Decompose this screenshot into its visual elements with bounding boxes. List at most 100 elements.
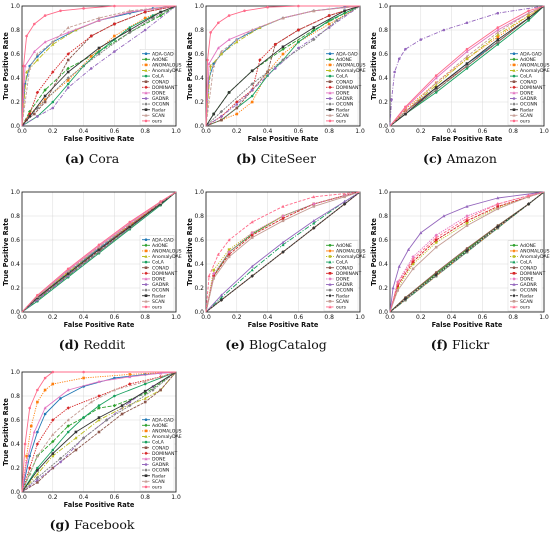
x-tick-label: 1.0 <box>355 128 365 135</box>
data-point <box>212 64 216 68</box>
data-point <box>128 403 132 408</box>
series-line <box>21 5 177 127</box>
legend-marker <box>512 300 516 303</box>
data-point <box>66 30 70 34</box>
legend-label: Radar <box>520 107 534 113</box>
legend-label: Radar <box>152 107 166 113</box>
legend-label: SCAN <box>336 299 349 305</box>
data-point <box>159 388 162 392</box>
data-point <box>434 76 438 80</box>
data-point <box>66 406 70 410</box>
legend-label: OCGNN <box>152 468 169 474</box>
data-point <box>250 88 254 92</box>
x-tick-label: 0.0 <box>385 314 395 321</box>
roc-series-gadnr <box>21 5 177 127</box>
data-point <box>297 40 300 44</box>
x-tick-label: 1.0 <box>171 314 181 321</box>
legend-label: OCGNN <box>520 102 537 108</box>
x-axis-label: False Positive Rate <box>432 135 503 143</box>
legend-marker <box>512 80 516 83</box>
data-point <box>128 375 132 379</box>
series-line <box>389 5 545 127</box>
data-point <box>312 37 316 42</box>
data-point <box>217 21 220 25</box>
y-tick-label: 1.0 <box>10 189 20 196</box>
data-point <box>51 432 55 436</box>
data-point <box>411 260 415 263</box>
data-point <box>220 118 223 122</box>
roc-chart: 0.00.0 0.2 0.2 0.4 0.4 0.6 0.6 0.8 0.8 1.0 1.0 Fals… <box>2 189 182 329</box>
data-point <box>74 430 78 434</box>
legend-marker <box>144 283 148 286</box>
y-tick-label: 0.8 <box>194 27 204 34</box>
panel-citeseer: (b) CiteSeer 0.0 0.0 0.2 0.2 0.4 0.4 0.6 0.6 0.8… <box>186 2 366 176</box>
data-point <box>28 466 32 470</box>
data-point <box>391 286 395 290</box>
data-point <box>434 88 438 92</box>
data-point <box>312 195 316 199</box>
data-point <box>496 28 500 32</box>
y-axis-label: True Positive Rate <box>370 218 378 286</box>
data-point <box>411 262 415 266</box>
legend-label: Radar <box>336 293 350 299</box>
legend-marker <box>328 260 332 264</box>
y-tick-label: 0.2 <box>10 99 20 106</box>
data-point <box>51 370 55 374</box>
data-point <box>66 86 70 89</box>
x-tick-label: 0.6 <box>110 494 120 501</box>
data-point <box>403 109 407 113</box>
legend-label: AnomalyDAE <box>520 254 550 260</box>
data-point <box>434 74 438 77</box>
data-point <box>25 70 29 74</box>
data-point <box>51 100 55 104</box>
data-point <box>250 233 254 237</box>
legend-label: Radar <box>152 473 166 479</box>
data-point <box>465 64 469 68</box>
legend-label: SCAN <box>520 113 533 119</box>
roc-series-ours <box>21 370 176 493</box>
data-point <box>465 204 469 208</box>
legend-label: SCAN <box>520 299 533 305</box>
data-point <box>35 58 39 62</box>
x-tick-label: 1.0 <box>539 128 549 135</box>
x-tick-label: 0.2 <box>48 128 58 135</box>
legend-marker <box>512 97 516 100</box>
roc-chart: 0.00.0 0.2 0.2 0.4 0.4 0.6 0.6 0.8 0.8 1.0 1.0 Fals… <box>186 3 366 143</box>
legend-marker <box>144 266 148 269</box>
data-point <box>97 18 101 22</box>
data-point <box>90 67 93 70</box>
legend-label: AdONE <box>152 423 168 429</box>
data-point <box>434 273 438 277</box>
data-point <box>59 9 62 13</box>
data-point <box>496 40 500 44</box>
legend-label: ours <box>336 119 347 125</box>
data-point <box>97 394 101 398</box>
roc-series-radar <box>389 5 545 127</box>
data-point <box>97 243 101 247</box>
x-tick-label: 1.0 <box>355 314 365 321</box>
legend-label: Radar <box>520 293 534 299</box>
data-point <box>411 267 415 271</box>
data-point <box>25 454 28 458</box>
data-point <box>66 418 70 422</box>
legend-marker <box>328 108 332 111</box>
y-tick-label: 0.8 <box>194 213 204 220</box>
data-point <box>465 214 469 218</box>
data-point <box>143 10 147 14</box>
y-tick-label: 0.4 <box>378 261 388 268</box>
series-line <box>21 5 177 127</box>
data-point <box>35 52 39 56</box>
x-axis-label: False Positive Rate <box>64 501 135 509</box>
legend-marker <box>328 249 332 253</box>
x-tick-label: 0.4 <box>447 128 457 135</box>
data-point <box>250 264 254 268</box>
legend-label: CoLA <box>520 74 533 80</box>
data-point <box>113 50 116 53</box>
panel-cora: (a) Cora 0.0 0.0 0.2 0.2 0.4 0.4 0.6 0.6 0.8 0.8 1… <box>2 2 182 176</box>
roc-series-scan <box>21 371 177 493</box>
legend-label: ADA-GAD <box>152 237 174 243</box>
data-point <box>207 61 211 65</box>
legend-label: AnomalyDAE <box>520 68 550 74</box>
legend-marker <box>144 463 148 466</box>
data-point <box>143 391 147 396</box>
